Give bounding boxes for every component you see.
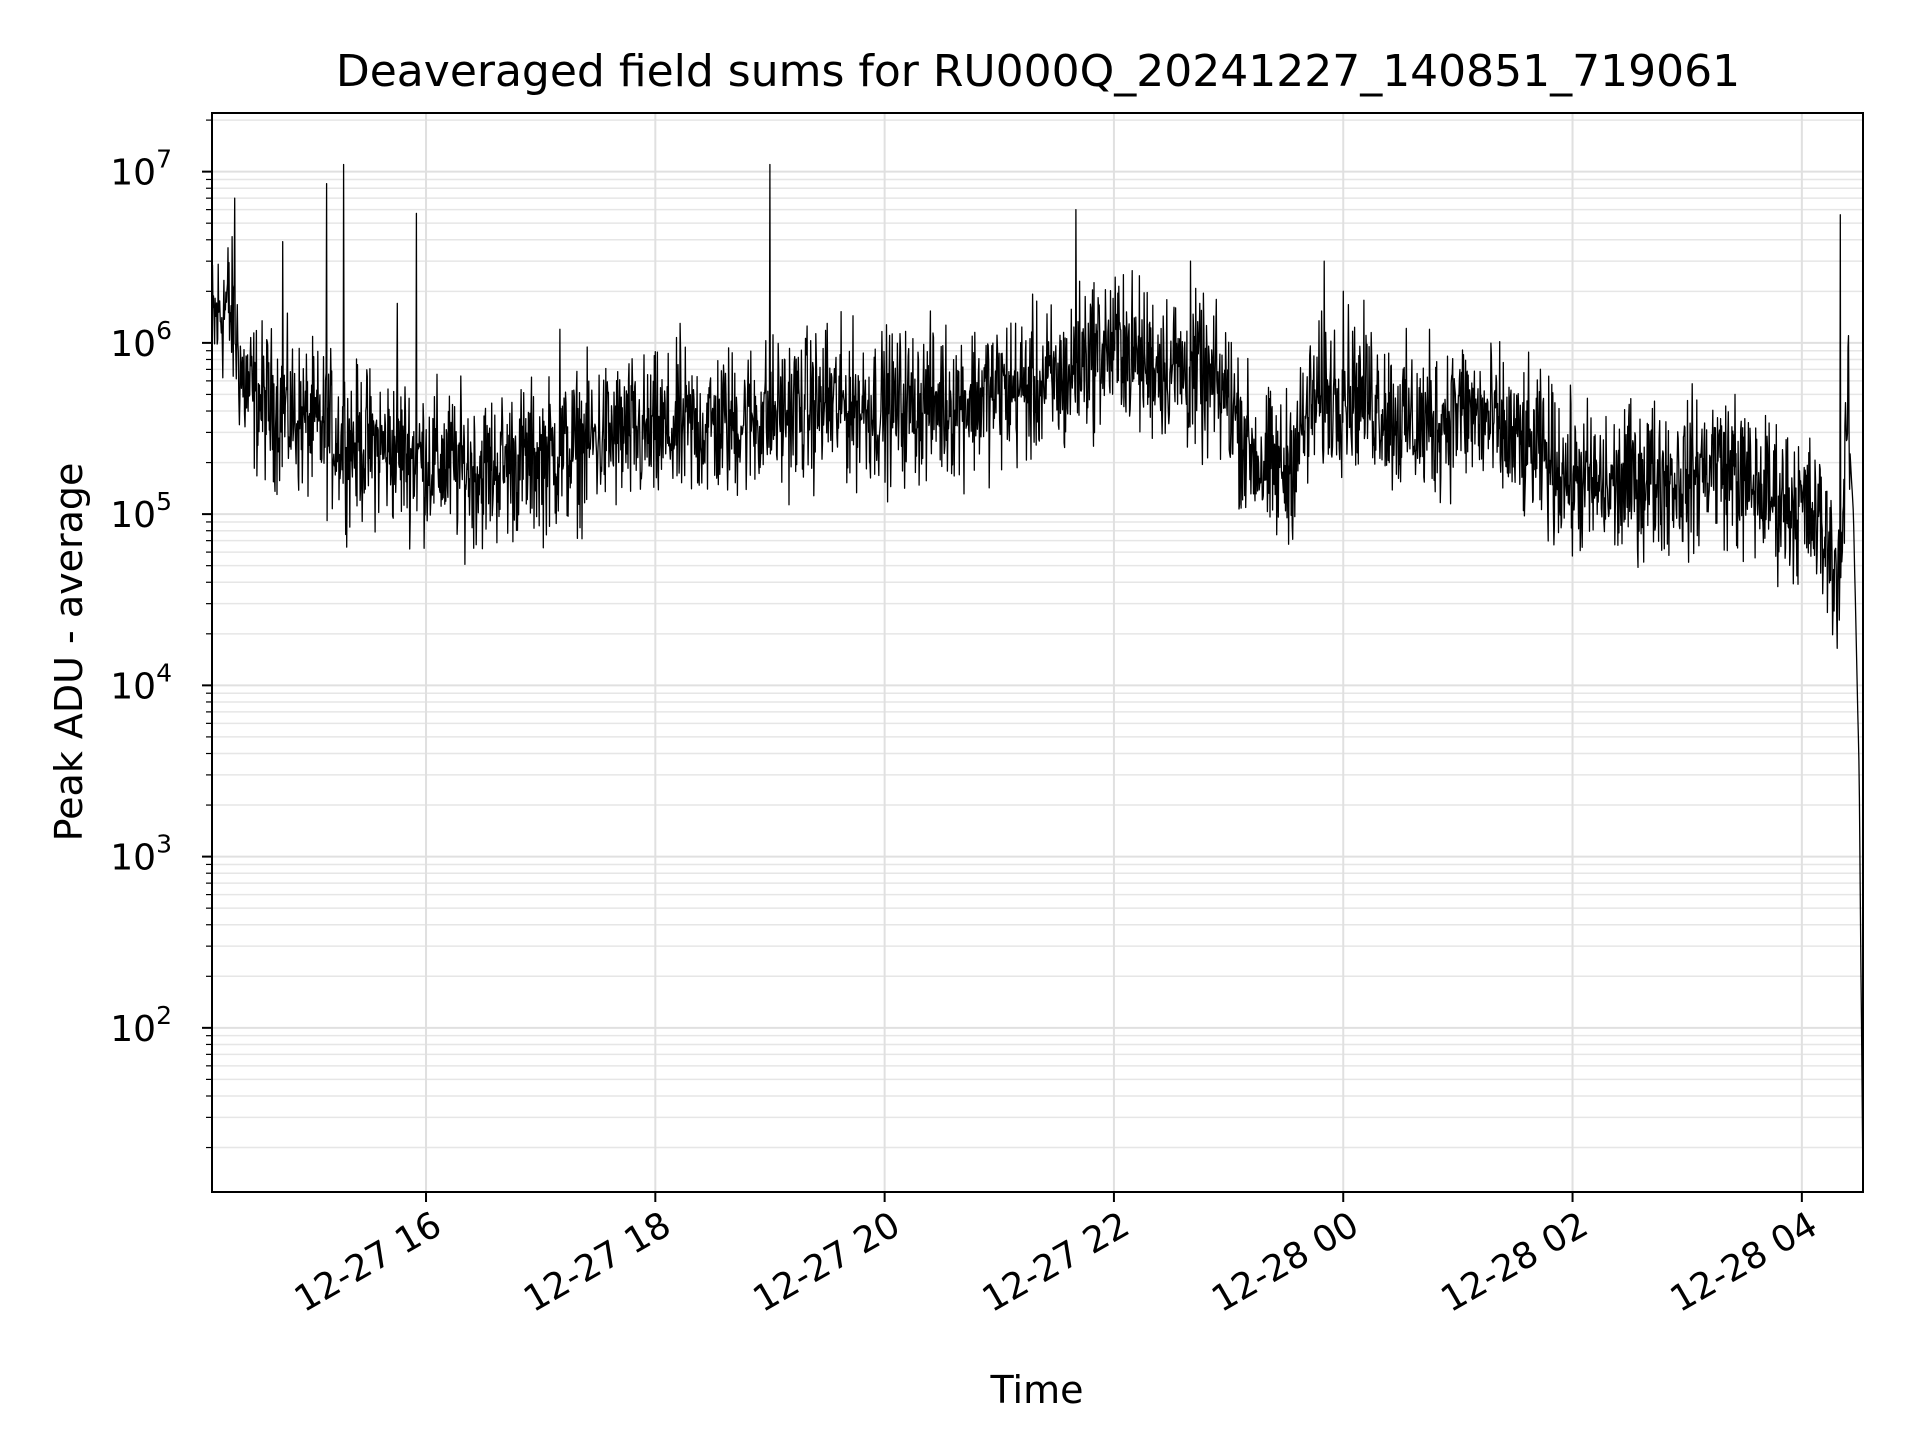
x-tick-label: 12-28 02 <box>1434 1204 1595 1320</box>
y-tick-label: 102 <box>110 1001 172 1050</box>
x-tick-label: 12-27 16 <box>288 1204 449 1320</box>
y-tick-label: 105 <box>110 487 172 536</box>
x-tick-label: 12-27 20 <box>746 1204 907 1320</box>
y-axis: 102 103 104 105 106 107 <box>110 119 212 1149</box>
y-tick-label: 103 <box>110 830 172 879</box>
y-tick-label: 106 <box>110 316 172 365</box>
chart-title: Deaveraged field sums for RU000Q_2024122… <box>336 46 1740 97</box>
x-tick-label: 12-27 22 <box>976 1204 1137 1320</box>
x-tick-label: 12-28 00 <box>1205 1204 1366 1320</box>
x-axis: 12-27 16 12-27 18 12-27 20 12-27 22 12-28 00… <box>288 1192 1825 1321</box>
x-axis-label: Time <box>990 1368 1084 1412</box>
x-tick-label: 12-28 04 <box>1664 1204 1825 1320</box>
grid <box>212 113 1863 1192</box>
y-tick-label: 107 <box>110 145 172 194</box>
plot-frame <box>211 112 1864 1193</box>
y-tick-label: 104 <box>110 658 172 707</box>
y-axis-label: Peak ADU - average <box>47 463 91 842</box>
x-tick-label: 12-27 18 <box>517 1204 678 1320</box>
series-line <box>211 163 1864 1193</box>
